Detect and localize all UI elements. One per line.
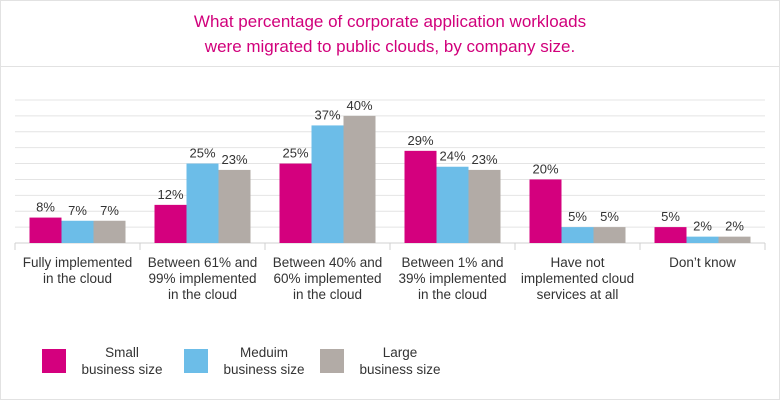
bar (311, 125, 344, 243)
data-label: 2% (725, 219, 744, 234)
data-label: 29% (407, 133, 433, 148)
bar (468, 169, 501, 243)
legend-swatch (42, 349, 66, 373)
data-label: 40% (346, 98, 372, 113)
bar (218, 169, 251, 243)
bar (279, 163, 312, 243)
bar (29, 217, 62, 243)
bar (718, 236, 751, 243)
data-label: 37% (314, 107, 340, 122)
data-label: 8% (36, 200, 55, 215)
data-label: 5% (661, 209, 680, 224)
x-tick-label: Have not implemented cloud services at a… (520, 255, 635, 302)
bar (561, 227, 594, 243)
data-label: 20% (532, 161, 558, 176)
data-label: 25% (282, 146, 308, 161)
bar (436, 166, 469, 243)
bar (186, 163, 219, 243)
title-divider (0, 66, 780, 67)
data-label: 5% (568, 209, 587, 224)
chart-title-line-1: What percentage of corporate application… (193, 12, 587, 31)
x-tick-label: Fully implemented in the cloud (22, 255, 133, 286)
legend-label: Meduim business size (223, 345, 305, 377)
bar (343, 115, 376, 243)
bar (686, 236, 719, 243)
bar (154, 204, 187, 243)
legend-swatch (184, 349, 208, 373)
bar (61, 220, 94, 243)
data-label: 7% (100, 203, 119, 218)
bar (654, 227, 687, 243)
x-tick-label: Between 40% and 60% implemented in the c… (272, 255, 383, 302)
data-label: 23% (471, 152, 497, 167)
data-label: 2% (693, 219, 712, 234)
bar (404, 150, 437, 243)
chart-title-line-2: were migrated to public clouds, by compa… (204, 37, 576, 56)
legend-label: Large business size (359, 345, 441, 377)
legend-label: Small business size (81, 345, 163, 377)
data-label: 5% (600, 209, 619, 224)
data-label: 24% (439, 149, 465, 164)
x-tick-label: Between 1% and 39% implemented in the cl… (398, 255, 507, 302)
legend-swatch (320, 349, 344, 373)
data-label: 25% (189, 146, 215, 161)
bar (593, 227, 626, 243)
data-label: 7% (68, 203, 87, 218)
chart-title: What percentage of corporate application… (0, 0, 780, 66)
bar (93, 220, 126, 243)
x-tick-label: Between 61% and 99% implemented in the c… (147, 255, 258, 302)
data-label: 23% (221, 152, 247, 167)
x-tick-label: Don’t know (669, 255, 736, 270)
data-label: 12% (157, 187, 183, 202)
bar (529, 179, 562, 243)
